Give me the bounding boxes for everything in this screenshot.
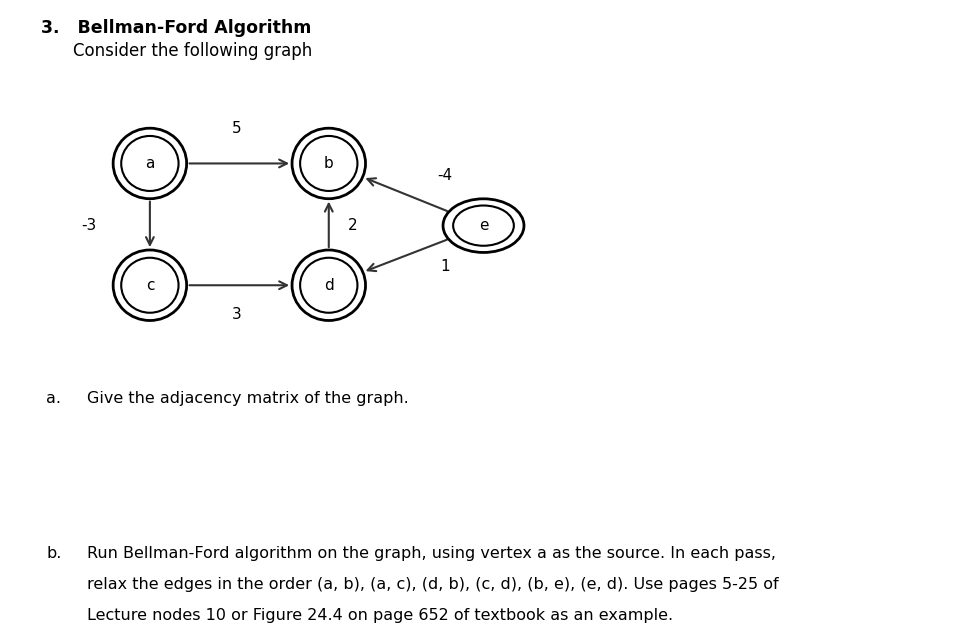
Ellipse shape xyxy=(113,250,187,320)
Text: relax the edges in the order (a, b), (a, c), (d, b), (c, d), (b, e), (e, d). Use: relax the edges in the order (a, b), (a,… xyxy=(87,577,778,592)
Ellipse shape xyxy=(292,128,366,199)
Text: Run Bellman-Ford algorithm on the graph, using vertex a as the source. In each p: Run Bellman-Ford algorithm on the graph,… xyxy=(87,546,777,561)
Text: 5: 5 xyxy=(232,121,242,136)
Text: c: c xyxy=(146,278,154,293)
Text: a: a xyxy=(145,156,155,171)
Text: e: e xyxy=(479,218,488,233)
Text: d: d xyxy=(324,278,334,293)
Ellipse shape xyxy=(113,128,187,199)
Text: Lecture nodes 10 or Figure 24.4 on page 652 of textbook as an example.: Lecture nodes 10 or Figure 24.4 on page … xyxy=(87,608,673,622)
Text: Consider the following graph: Consider the following graph xyxy=(73,42,311,60)
Text: 3.   Bellman-Ford Algorithm: 3. Bellman-Ford Algorithm xyxy=(41,19,311,37)
Text: 3: 3 xyxy=(232,306,242,322)
Text: 1: 1 xyxy=(440,258,450,274)
Text: 2: 2 xyxy=(348,218,358,233)
Text: a.: a. xyxy=(46,391,62,406)
Ellipse shape xyxy=(443,199,524,253)
Text: -3: -3 xyxy=(81,218,97,233)
Text: b: b xyxy=(324,156,334,171)
Ellipse shape xyxy=(292,250,366,320)
Text: -4: -4 xyxy=(437,168,453,183)
Text: Give the adjacency matrix of the graph.: Give the adjacency matrix of the graph. xyxy=(87,391,409,406)
Text: b.: b. xyxy=(46,546,62,561)
